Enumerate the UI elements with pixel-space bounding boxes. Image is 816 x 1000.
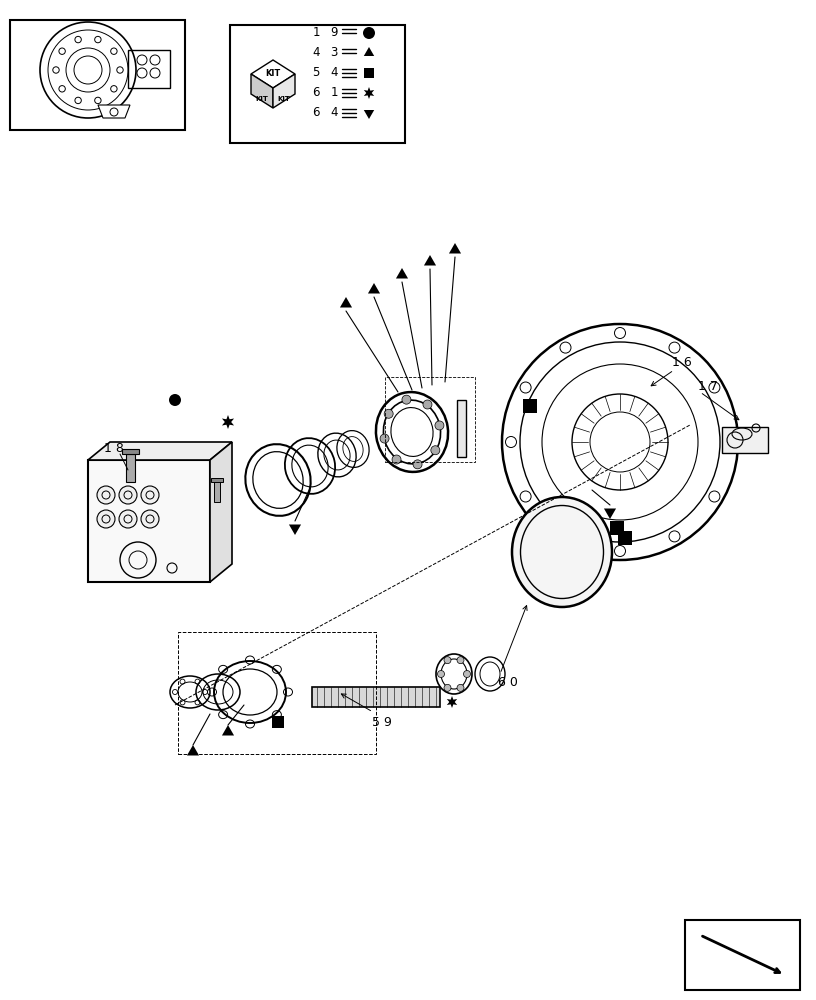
Circle shape (363, 27, 375, 39)
Text: 4: 4 (313, 46, 320, 60)
Bar (128, 50, 170, 88)
Circle shape (463, 670, 471, 678)
Polygon shape (273, 74, 295, 108)
Polygon shape (457, 400, 466, 457)
Polygon shape (251, 60, 295, 88)
Bar (272, 716, 284, 728)
Bar (610, 521, 624, 535)
Circle shape (402, 395, 411, 404)
Polygon shape (98, 105, 130, 118)
Text: 5 9: 5 9 (372, 716, 392, 728)
Circle shape (141, 486, 159, 504)
Polygon shape (396, 268, 408, 278)
Bar (126, 454, 135, 482)
Circle shape (437, 670, 445, 678)
Circle shape (380, 434, 389, 443)
Polygon shape (187, 745, 199, 756)
Circle shape (457, 684, 464, 691)
Circle shape (141, 510, 159, 528)
Circle shape (169, 394, 181, 406)
Circle shape (97, 486, 115, 504)
Polygon shape (604, 508, 616, 519)
Bar (385, 377, 475, 462)
Text: 9: 9 (330, 26, 338, 39)
Polygon shape (210, 442, 232, 582)
Polygon shape (88, 442, 232, 460)
Bar (10, 20, 185, 130)
Text: KIT: KIT (265, 70, 281, 79)
Bar (312, 687, 440, 707)
Polygon shape (364, 47, 375, 56)
Bar (523, 399, 537, 413)
Text: 6: 6 (313, 87, 320, 100)
Polygon shape (251, 74, 273, 108)
Circle shape (392, 455, 401, 464)
Circle shape (444, 684, 451, 691)
Text: 1 7: 1 7 (698, 380, 718, 393)
Polygon shape (340, 297, 352, 308)
Circle shape (444, 657, 451, 664)
Text: KIT: KIT (255, 96, 268, 102)
Text: 4: 4 (330, 106, 338, 119)
Ellipse shape (512, 497, 612, 607)
Polygon shape (289, 524, 301, 535)
Circle shape (413, 460, 422, 469)
Polygon shape (449, 243, 461, 253)
Polygon shape (447, 696, 457, 708)
Text: 4: 4 (330, 66, 338, 80)
Bar (722, 427, 768, 453)
Text: 1 6: 1 6 (672, 356, 692, 368)
Polygon shape (368, 283, 380, 294)
Text: 1: 1 (313, 26, 320, 39)
Bar (685, 920, 800, 990)
Polygon shape (222, 725, 234, 736)
Circle shape (119, 486, 137, 504)
Text: KIT: KIT (277, 96, 290, 102)
Text: 1 8: 1 8 (104, 442, 124, 454)
Text: 5: 5 (313, 66, 320, 80)
Text: 6 0: 6 0 (498, 676, 518, 688)
Circle shape (119, 510, 137, 528)
Bar (178, 632, 376, 754)
Circle shape (423, 400, 432, 409)
Circle shape (384, 409, 393, 418)
Circle shape (457, 657, 464, 664)
Polygon shape (222, 415, 234, 429)
Bar (122, 449, 139, 454)
Bar (214, 482, 220, 502)
Circle shape (435, 421, 444, 430)
Bar (88, 460, 210, 582)
Text: 6: 6 (313, 106, 320, 119)
Polygon shape (364, 87, 375, 99)
Bar (211, 478, 223, 482)
Text: 3: 3 (330, 46, 338, 60)
Polygon shape (424, 255, 436, 265)
Circle shape (97, 510, 115, 528)
Bar (618, 531, 632, 545)
Text: 1: 1 (330, 87, 338, 100)
Bar (364, 68, 374, 78)
Polygon shape (364, 110, 375, 119)
Circle shape (431, 446, 440, 455)
Bar (230, 25, 405, 143)
